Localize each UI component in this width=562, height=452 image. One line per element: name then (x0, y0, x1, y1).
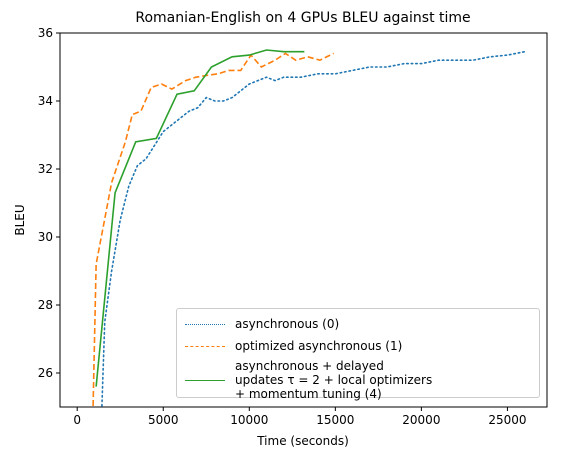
line-series (95, 49, 305, 387)
legend-swatch (185, 323, 225, 325)
x-tick-label: 20000 (402, 413, 440, 427)
x-tick-label: 0 (73, 413, 81, 427)
y-tick-label: 30 (38, 230, 53, 244)
legend-swatch (185, 379, 225, 381)
legend: asynchronous (0) optimized asynchronous (… (176, 308, 540, 401)
y-axis-label: BLEU (13, 204, 27, 235)
x-tick-label: 5000 (148, 413, 179, 427)
y-tick-label: 34 (38, 94, 53, 108)
plot-area (92, 49, 526, 407)
x-tick-label: 10000 (230, 413, 268, 427)
legend-entry: asynchronous + delayed updates τ = 2 + l… (185, 359, 435, 401)
legend-label: optimized asynchronous (1) (235, 339, 403, 353)
y-tick-label: 26 (38, 366, 53, 380)
legend-label: asynchronous (0) (235, 317, 340, 331)
plot-frame (59, 32, 548, 408)
x-axis-label: Time (seconds) (256, 434, 349, 448)
y-tick-label: 36 (38, 26, 53, 40)
y-tick-label: 32 (38, 162, 53, 176)
chart-title: Romanian-English on 4 GPUs BLEU against … (135, 10, 470, 26)
x-tick-label: 15000 (316, 413, 354, 427)
x-tick-label: 25000 (488, 413, 526, 427)
legend-entry: optimized asynchronous (1) (185, 339, 435, 353)
line-series (101, 50, 526, 407)
legend-swatch (185, 345, 225, 347)
legend-label: asynchronous + delayed updates τ = 2 + l… (235, 359, 433, 401)
y-tick-label: 28 (38, 298, 53, 312)
legend-entry: asynchronous (0) (185, 317, 435, 331)
